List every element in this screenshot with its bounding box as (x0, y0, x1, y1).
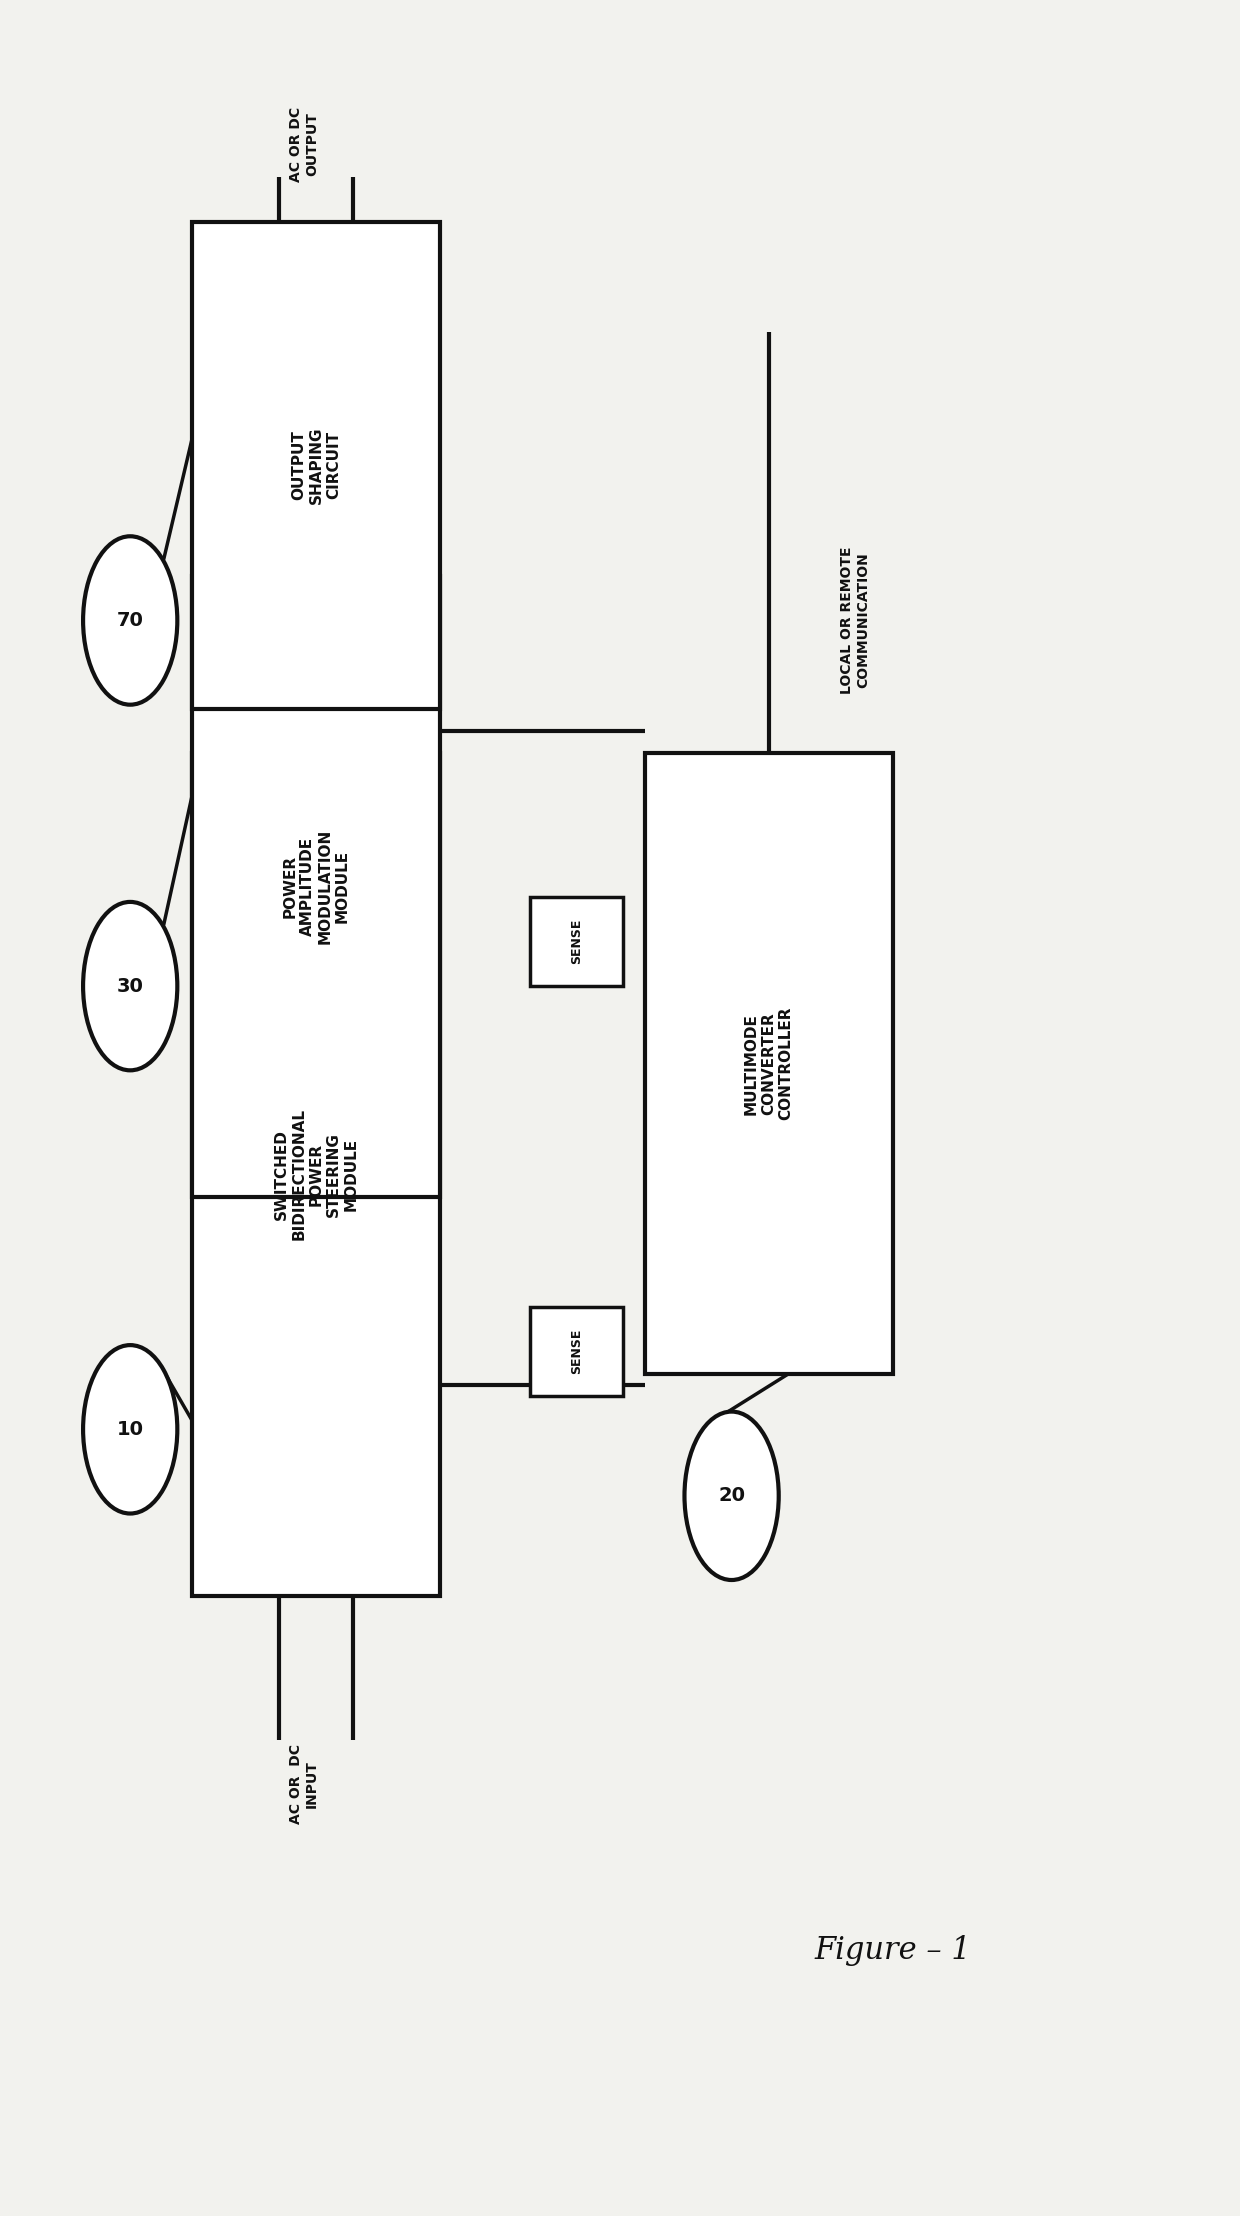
Text: 70: 70 (117, 612, 144, 629)
Text: LOCAL OR REMOTE
COMMUNICATION: LOCAL OR REMOTE COMMUNICATION (841, 547, 870, 694)
Text: POWER
AMPLITUDE
MODULATION
MODULE: POWER AMPLITUDE MODULATION MODULE (283, 829, 350, 944)
Circle shape (684, 1412, 779, 1580)
Circle shape (83, 536, 177, 705)
Bar (531, 1307, 624, 1396)
Bar (192, 222, 440, 709)
Text: 30: 30 (117, 977, 144, 995)
Circle shape (83, 1345, 177, 1514)
Text: 10: 10 (117, 1420, 144, 1438)
Text: SENSE: SENSE (570, 1330, 583, 1374)
Text: 20: 20 (718, 1487, 745, 1505)
Text: AC OR DC
OUTPUT: AC OR DC OUTPUT (289, 106, 319, 182)
Bar (645, 753, 893, 1374)
Text: SWITCHED
BIDIRECTIONAL
POWER
STEERING
MODULE: SWITCHED BIDIRECTIONAL POWER STEERING MO… (274, 1108, 358, 1241)
Bar (531, 897, 624, 986)
Text: OUTPUT
SHAPING
CIRCUIT: OUTPUT SHAPING CIRCUIT (291, 428, 341, 503)
Text: MULTIMODE
CONVERTER
CONTROLLER: MULTIMODE CONVERTER CONTROLLER (744, 1006, 794, 1121)
Bar (192, 753, 440, 1596)
Text: AC OR  DC
INPUT: AC OR DC INPUT (289, 1744, 319, 1824)
Text: SENSE: SENSE (570, 920, 583, 964)
Bar (192, 576, 440, 1197)
Text: Figure – 1: Figure – 1 (815, 1935, 971, 1966)
Circle shape (83, 902, 177, 1070)
